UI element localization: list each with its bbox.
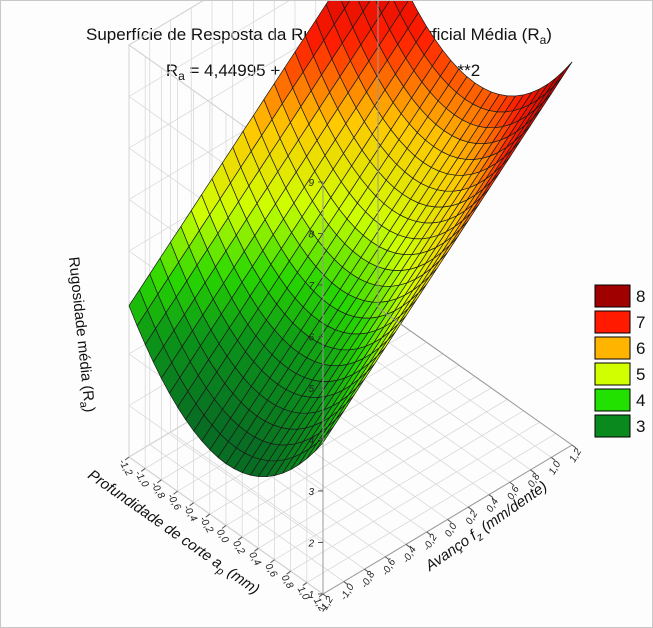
z-axis-label-main: Rugosidade média (R — [65, 256, 97, 402]
y-tick-mark — [205, 513, 211, 518]
legend-label: 3 — [636, 417, 645, 436]
z-tick-label: 2 — [307, 539, 314, 550]
legend-label: 8 — [636, 287, 645, 306]
y-grid-line-floor — [258, 399, 508, 549]
x-tick-mark — [322, 593, 328, 598]
y-tick-mark — [140, 468, 146, 472]
legend-swatch — [594, 414, 631, 438]
x-tick-label: -0,8 — [359, 569, 377, 590]
y-tick-mark — [189, 502, 194, 507]
y-tick-label: 0,2 — [230, 539, 247, 557]
y-tick-mark — [157, 479, 162, 484]
y-axis-label: Profundidade de corte ap (mm) — [83, 466, 263, 600]
y-grid-line-floor — [209, 364, 460, 515]
y-tick-mark — [237, 536, 243, 541]
z-tick-label: 6 — [308, 333, 314, 344]
surface-patch — [545, 70, 565, 95]
z-tick-label: 3 — [308, 487, 314, 498]
y-tick-label: -1,2 — [116, 458, 134, 479]
x-tick-label: -1,0 — [339, 582, 357, 603]
legend-swatch — [594, 310, 631, 334]
x-tick-mark — [467, 506, 473, 511]
y-grid-line-floor — [306, 433, 557, 583]
legend-label: 4 — [636, 391, 645, 410]
y-tick-label: 0,6 — [262, 562, 279, 580]
x-axis-ticks: -1,2-1,0-0,8-0,6-0,4-0,20,00,20,40,60,81… — [318, 444, 585, 615]
y-tick-label: 0,0 — [214, 527, 231, 545]
surface-patch — [375, 1, 390, 14]
y-tick-mark — [318, 593, 324, 598]
y-tick-label: 0,8 — [279, 573, 296, 591]
color-legend: 8 7 6 5 4 3 — [594, 284, 645, 438]
x-tick-mark — [384, 556, 390, 561]
z-tick-label: 7 — [308, 281, 314, 292]
z-axis-label-sub: a — [77, 401, 90, 409]
y-tick-mark — [302, 582, 308, 586]
legend-label: 5 — [636, 365, 645, 384]
z-axis-label-end: ) — [81, 406, 98, 413]
legend-swatch — [594, 336, 631, 360]
z-tick-label: 4 — [308, 436, 314, 447]
z-axis-ticks: 1 2 3 4 5 6 7 8 9 — [307, 178, 323, 601]
y-tick-mark — [286, 570, 291, 575]
legend-swatch — [594, 388, 631, 412]
y-tick-mark — [173, 490, 178, 495]
x-tick-label: -0,6 — [380, 557, 398, 578]
z-tick-label: 1 — [308, 590, 314, 601]
x-tick-mark — [343, 581, 349, 585]
y-tick-mark — [270, 559, 275, 564]
y-grid-line-floor — [225, 376, 476, 526]
y-tick-label: 0,4 — [246, 550, 263, 568]
x-tick-mark — [447, 519, 452, 523]
y-tick-label: -1,0 — [132, 469, 150, 490]
z-tick-label: 9 — [308, 178, 314, 189]
chart-title-sub: a — [540, 33, 547, 47]
x-tick-mark — [550, 457, 556, 461]
z-tick-label: 8 — [308, 230, 314, 241]
y-grid-line-floor — [274, 410, 524, 561]
legend-swatch — [594, 284, 631, 308]
chart-title-end: ) — [546, 25, 552, 44]
x-tick-label: -0,4 — [401, 544, 419, 565]
surface-patch — [393, 1, 409, 14]
legend-swatch — [594, 362, 631, 386]
y-axis-label-end: (mm) — [221, 562, 263, 598]
x-tick-mark — [509, 481, 515, 486]
y-axis-ticks: 1,21,00,80,60,40,20,0-0,2-0,4-0,6-0,8-1,… — [116, 456, 328, 614]
y-tick-mark — [221, 525, 227, 529]
y-tick-mark — [124, 456, 130, 461]
x-tick-mark — [488, 494, 494, 499]
y-tick-label: -0,4 — [181, 503, 199, 524]
y-grid-line-floor — [241, 387, 492, 538]
x-tick-mark — [426, 531, 432, 536]
x-tick-label: 1,0 — [547, 459, 564, 477]
x-tick-label: 1,2 — [568, 447, 585, 465]
legend-label: 6 — [636, 339, 645, 358]
z-axis-label: Rugosidade média (Ra) — [62, 256, 98, 413]
z-tick-label: 5 — [308, 384, 314, 395]
y-tick-label: -0,6 — [165, 492, 183, 513]
box-edge — [377, 307, 573, 446]
legend-label: 7 — [636, 313, 645, 332]
surface-patch — [341, 1, 350, 9]
x-tick-mark — [571, 444, 577, 449]
x-tick-mark — [405, 543, 411, 548]
equation-lhs-sub: a — [178, 69, 185, 83]
x-tick-mark — [530, 469, 535, 474]
x-tick-mark — [364, 568, 369, 573]
y-grid-line-floor — [290, 421, 540, 572]
surface-patch — [358, 1, 371, 12]
response-surface — [128, 1, 573, 478]
y-tick-mark — [254, 547, 259, 552]
